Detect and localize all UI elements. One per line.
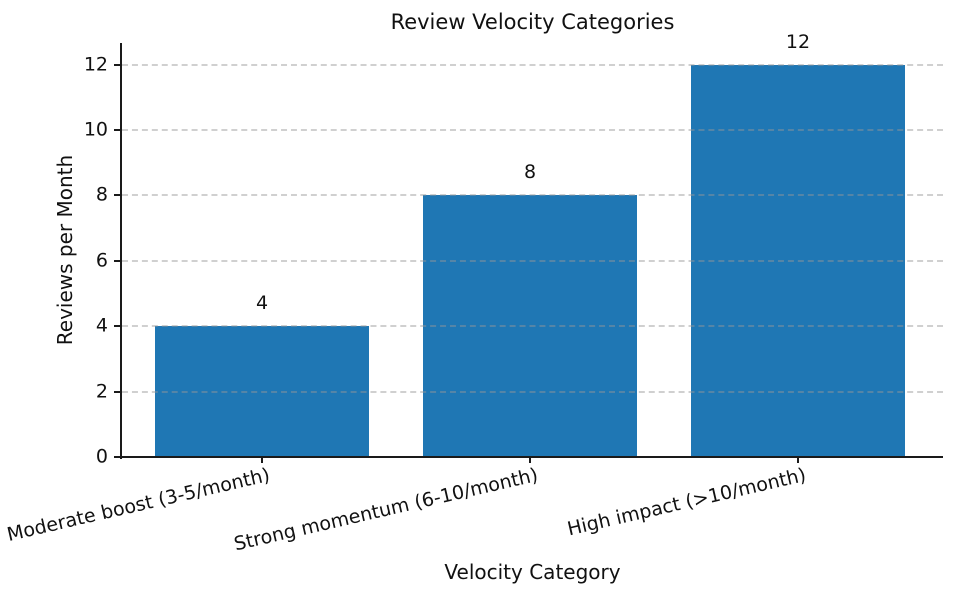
y-tick-mark: [114, 456, 121, 458]
y-tick-label: 6: [95, 249, 108, 272]
y-tick-label: 8: [95, 183, 108, 206]
x-tick-label: Strong momentum (6-10/month): [231, 464, 540, 556]
y-tick-mark: [114, 63, 121, 66]
x-tick-mark: [261, 458, 263, 463]
x-tick-mark: [797, 458, 799, 463]
y-tick-mark: [114, 259, 121, 262]
x-tick-mark: [529, 458, 531, 463]
y-tick-label: 4: [95, 314, 108, 337]
bar: [691, 64, 905, 457]
y-tick-label: 10: [83, 118, 108, 141]
y-tick-mark: [114, 390, 121, 393]
y-axis-spine: [120, 43, 122, 459]
y-gridline: [122, 390, 943, 393]
bar-value-label: 12: [785, 30, 811, 53]
x-tick-label: High impact (>10/month): [565, 464, 808, 541]
bar-value-label: 4: [255, 292, 269, 315]
y-gridline: [122, 259, 943, 262]
x-axis-spine: [120, 456, 943, 458]
plot-area: 4 8 12: [122, 31, 943, 457]
bar-value-label: 8: [523, 161, 537, 184]
y-tick-label: 12: [83, 53, 108, 76]
x-axis-label: Velocity Category: [444, 560, 621, 584]
bar: [423, 195, 637, 457]
y-axis-label: Reviews per Month: [53, 154, 77, 346]
y-tick-mark: [114, 194, 121, 197]
y-gridline: [122, 194, 943, 197]
y-gridline: [122, 325, 943, 328]
y-tick-mark: [114, 129, 121, 131]
bar: [155, 326, 369, 457]
y-gridline: [122, 63, 943, 66]
y-gridline: [122, 129, 943, 131]
y-tick-mark: [114, 325, 121, 328]
y-tick-label: 0: [95, 445, 108, 468]
y-tick-label: 2: [95, 380, 108, 403]
chart-title: Review Velocity Categories: [390, 10, 675, 34]
